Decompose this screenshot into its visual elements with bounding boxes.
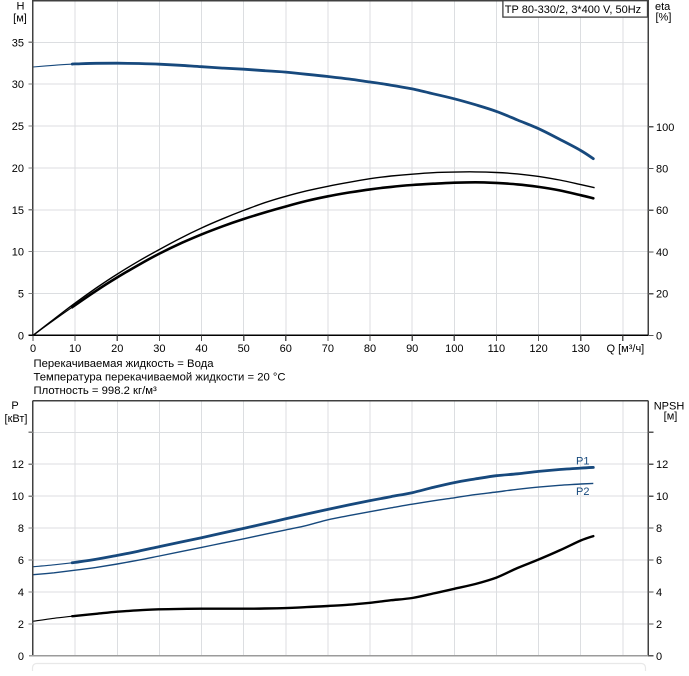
svg-text:10: 10: [656, 491, 668, 503]
svg-text:8: 8: [18, 523, 24, 535]
svg-text:100: 100: [445, 343, 463, 355]
svg-text:60: 60: [280, 343, 292, 355]
svg-text:80: 80: [656, 164, 668, 176]
svg-text:Перекачиваемая жидкость = Вода: Перекачиваемая жидкость = Вода: [34, 358, 215, 370]
svg-text:12: 12: [656, 459, 668, 471]
svg-text:P2: P2: [576, 486, 589, 498]
svg-text:[%]: [%]: [656, 12, 672, 24]
svg-text:6: 6: [656, 555, 662, 567]
svg-text:Плотность = 998.2 кг/м³: Плотность = 998.2 кг/м³: [34, 385, 158, 397]
svg-text:40: 40: [195, 343, 207, 355]
svg-text:60: 60: [656, 205, 668, 217]
svg-text:15: 15: [12, 205, 24, 217]
svg-text:eta: eta: [655, 1, 671, 13]
svg-text:5: 5: [18, 289, 24, 301]
svg-text:0: 0: [656, 330, 662, 342]
svg-text:4: 4: [656, 587, 662, 599]
svg-text:90: 90: [406, 343, 418, 355]
svg-text:50: 50: [238, 343, 250, 355]
svg-text:0: 0: [656, 651, 662, 663]
svg-text:TP 80-330/2, 3*400 V, 50Hz: TP 80-330/2, 3*400 V, 50Hz: [505, 4, 641, 16]
svg-text:130: 130: [572, 343, 590, 355]
svg-text:2: 2: [656, 619, 662, 631]
svg-text:35: 35: [12, 37, 24, 49]
svg-text:H: H: [17, 1, 25, 13]
svg-text:40: 40: [656, 247, 668, 259]
svg-text:0: 0: [18, 651, 24, 663]
svg-text:20: 20: [12, 163, 24, 175]
svg-text:10: 10: [69, 343, 81, 355]
svg-text:12: 12: [12, 459, 24, 471]
svg-text:P: P: [11, 400, 18, 412]
svg-text:100: 100: [656, 122, 674, 134]
svg-text:[м]: [м]: [664, 410, 678, 422]
svg-text:20: 20: [111, 343, 123, 355]
svg-text:70: 70: [322, 343, 334, 355]
svg-text:120: 120: [529, 343, 547, 355]
svg-text:25: 25: [12, 121, 24, 133]
svg-text:[м]: [м]: [13, 13, 27, 25]
svg-text:30: 30: [12, 79, 24, 91]
svg-text:8: 8: [656, 523, 662, 535]
svg-text:P1: P1: [576, 456, 589, 468]
svg-text:10: 10: [12, 247, 24, 259]
svg-text:30: 30: [153, 343, 165, 355]
svg-text:4: 4: [18, 587, 24, 599]
svg-text:Q [м³/ч]: Q [м³/ч]: [607, 343, 645, 355]
svg-text:[кВт]: [кВт]: [5, 413, 28, 425]
svg-text:110: 110: [488, 343, 506, 355]
svg-text:10: 10: [12, 491, 24, 503]
svg-text:6: 6: [18, 555, 24, 567]
svg-text:2: 2: [18, 619, 24, 631]
svg-text:Температура перекачиваемой жид: Температура перекачиваемой жидкости = 20…: [34, 372, 286, 384]
svg-text:0: 0: [18, 330, 24, 342]
svg-text:0: 0: [30, 343, 36, 355]
svg-text:NPSH: NPSH: [654, 401, 685, 413]
svg-text:20: 20: [656, 289, 668, 301]
svg-text:80: 80: [364, 343, 376, 355]
